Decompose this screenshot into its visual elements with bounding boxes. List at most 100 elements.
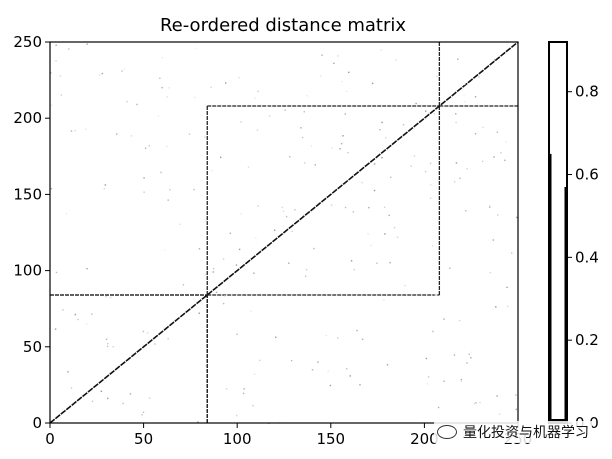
- noise-speck: [294, 209, 296, 211]
- noise-speck: [55, 44, 57, 46]
- colorbar-tick-label: 0.4: [575, 248, 599, 266]
- noise-speck: [458, 319, 461, 322]
- noise-speck: [68, 48, 70, 50]
- noise-speck: [353, 268, 355, 271]
- noise-speck: [500, 151, 502, 154]
- noise-speck: [236, 333, 238, 335]
- noise-speck: [493, 59, 496, 61]
- noise-speck: [168, 87, 170, 89]
- noise-speck: [107, 342, 109, 345]
- noise-speck: [222, 258, 225, 260]
- noise-speck: [255, 237, 257, 239]
- noise-speck: [259, 359, 261, 362]
- noise-speck: [429, 184, 432, 186]
- noise-speck: [455, 162, 458, 164]
- noise-speck: [86, 268, 88, 270]
- noise-speck: [314, 164, 316, 166]
- noise-speck: [100, 390, 103, 393]
- noise-speck: [496, 395, 498, 397]
- noise-speck: [242, 392, 245, 395]
- noise-speck: [436, 75, 438, 78]
- noise-speck: [473, 402, 476, 405]
- noise-speck: [154, 343, 156, 345]
- noise-speck: [395, 59, 397, 61]
- noise-speck: [225, 82, 227, 84]
- noise-speck: [361, 338, 364, 341]
- noise-speck: [193, 188, 195, 191]
- noise-speck: [331, 147, 333, 149]
- noise-speck: [463, 100, 466, 103]
- noise-speck: [443, 380, 445, 382]
- noise-speck: [505, 141, 507, 143]
- noise-speck: [431, 245, 434, 247]
- noise-speck: [479, 401, 481, 404]
- colorbar-tick-label: 0.2: [575, 331, 599, 349]
- noise-speck: [70, 387, 73, 389]
- noise-speck: [493, 156, 495, 158]
- noise-speck: [268, 115, 271, 117]
- noise-speck: [383, 299, 385, 301]
- noise-speck: [148, 397, 151, 399]
- noise-speck: [345, 90, 348, 93]
- noise-speck: [425, 357, 428, 360]
- noise-speck: [126, 100, 128, 103]
- noise-speck: [98, 74, 101, 76]
- noise-speck: [254, 97, 256, 99]
- noise-speck: [453, 181, 456, 183]
- noise-speck: [288, 262, 290, 264]
- noise-speck: [498, 413, 501, 415]
- noise-speck: [482, 126, 484, 129]
- noise-speck: [455, 121, 457, 124]
- noise-speck: [383, 206, 386, 209]
- noise-speck: [489, 206, 491, 208]
- noise-speck: [453, 354, 456, 356]
- noise-speck: [460, 380, 463, 383]
- noise-speck: [123, 68, 125, 70]
- noise-speck: [381, 157, 383, 159]
- noise-speck: [247, 166, 250, 168]
- noise-speck: [347, 151, 349, 154]
- noise-speck: [197, 421, 199, 423]
- x-tick-label: 150: [316, 430, 345, 448]
- noise-speck: [311, 369, 314, 371]
- noise-speck: [474, 133, 477, 135]
- heatmap-noise: [50, 43, 518, 424]
- noise-speck: [215, 291, 218, 294]
- noise-speck: [496, 131, 499, 133]
- noise-speck: [130, 135, 133, 137]
- noise-speck: [429, 162, 432, 165]
- noise-speck: [352, 211, 354, 213]
- noise-speck: [243, 388, 245, 390]
- noise-speck: [235, 264, 238, 266]
- noise-speck: [166, 145, 168, 148]
- noise-speck: [304, 275, 307, 277]
- noise-speck: [515, 394, 517, 396]
- noise-speck: [466, 362, 468, 364]
- noise-speck: [212, 271, 214, 273]
- noise-speck: [460, 378, 463, 381]
- chart-title: Re-ordered distance matrix: [160, 15, 406, 36]
- noise-speck: [390, 176, 392, 178]
- noise-speck: [402, 124, 405, 126]
- noise-speck: [373, 189, 376, 192]
- noise-speck: [238, 76, 240, 79]
- noise-speck: [371, 82, 374, 85]
- heatmap-plot: [49, 41, 519, 424]
- noise-speck: [91, 313, 93, 315]
- noise-speck: [273, 229, 276, 231]
- noise-speck: [396, 236, 399, 238]
- noise-speck: [55, 60, 57, 62]
- noise-speck: [325, 334, 328, 337]
- noise-speck: [198, 312, 200, 314]
- noise-speck: [415, 102, 417, 105]
- noise-speck: [166, 96, 168, 98]
- noise-speck: [384, 233, 386, 235]
- noise-speck: [188, 133, 191, 135]
- noise-speck: [350, 260, 353, 262]
- noise-speck: [482, 160, 484, 163]
- noise-speck: [429, 197, 432, 200]
- noise-speck: [300, 127, 302, 129]
- y-tick-label: 250: [13, 33, 42, 51]
- noise-speck: [143, 177, 145, 179]
- noise-speck: [182, 284, 185, 286]
